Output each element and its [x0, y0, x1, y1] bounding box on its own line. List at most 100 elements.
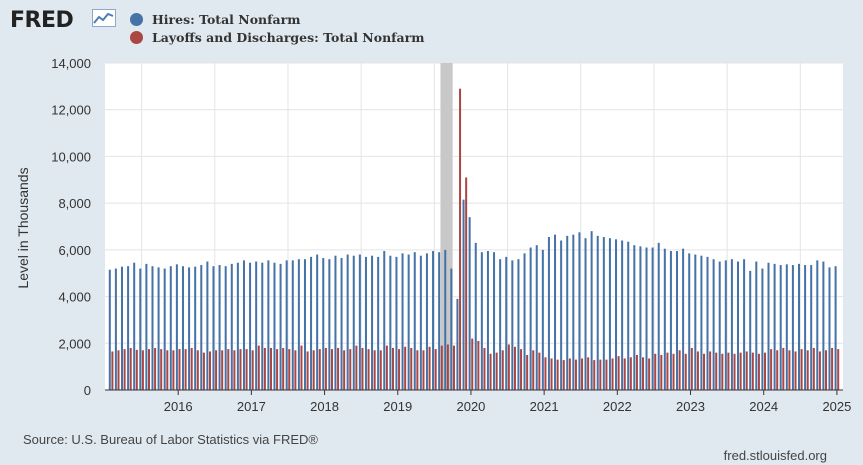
- bar-hires: [145, 263, 148, 390]
- bar-layoffs: [617, 356, 620, 390]
- bar-layoffs: [818, 351, 821, 390]
- bar-hires: [163, 268, 166, 390]
- bar-hires: [797, 263, 801, 390]
- bar-hires: [706, 256, 709, 390]
- bar-layoffs: [428, 346, 431, 390]
- bar-layoffs: [837, 349, 840, 390]
- bar-layoffs: [202, 352, 205, 390]
- bar-layoffs: [745, 351, 748, 390]
- bar-hires: [200, 265, 203, 390]
- bar-layoffs: [263, 347, 266, 390]
- y-tick-label: 12,000: [51, 103, 91, 118]
- bar-hires: [560, 240, 563, 390]
- bar-layoffs: [812, 347, 815, 390]
- bar-hires: [596, 235, 599, 390]
- bar-layoffs: [123, 349, 126, 390]
- bar-layoffs: [349, 349, 352, 390]
- bar-layoffs: [739, 352, 742, 390]
- bar-hires: [602, 237, 605, 390]
- bar-hires: [749, 270, 752, 390]
- bar-hires: [590, 231, 593, 390]
- bar-hires: [249, 262, 252, 390]
- bar-layoffs: [672, 353, 675, 390]
- x-tick-label: 2016: [164, 399, 193, 414]
- bar-layoffs: [379, 350, 382, 390]
- trend-line-icon: [92, 9, 116, 27]
- bar-hires: [334, 255, 337, 390]
- bar-hires: [676, 251, 679, 390]
- recession-band: [440, 63, 453, 390]
- bar-layoffs: [306, 351, 309, 390]
- bar-layoffs: [581, 358, 584, 390]
- bar-layoffs: [300, 345, 303, 390]
- bar-layoffs: [129, 347, 132, 390]
- bar-layoffs: [147, 349, 151, 390]
- fred-url[interactable]: fred.stlouisfed.org: [723, 448, 827, 463]
- bar-hires: [358, 254, 361, 390]
- bar-layoffs: [556, 359, 559, 390]
- bar-hires: [639, 246, 642, 390]
- x-tick-label: 2018: [310, 399, 339, 414]
- bar-layoffs: [733, 353, 736, 390]
- bar-layoffs: [355, 345, 358, 390]
- bar-hires: [261, 262, 264, 390]
- fred-logo[interactable]: FRED: [10, 8, 74, 33]
- bar-layoffs: [489, 353, 492, 390]
- bar-hires: [480, 252, 483, 390]
- bar-hires: [669, 251, 672, 390]
- bar-hires: [346, 254, 349, 390]
- bar-hires: [364, 256, 367, 390]
- bar-layoffs: [593, 360, 596, 390]
- bar-hires: [181, 266, 184, 390]
- bar-layoffs: [269, 347, 272, 390]
- bar-hires: [127, 266, 130, 390]
- bar-hires: [712, 259, 715, 390]
- recession-shading: [440, 63, 453, 390]
- bar-hires: [114, 268, 117, 390]
- bar-hires: [352, 255, 355, 390]
- bar-layoffs: [806, 350, 809, 390]
- y-tick-label: 2,000: [58, 336, 91, 351]
- x-tick-label: 2021: [530, 399, 559, 414]
- bar-hires: [657, 242, 660, 390]
- bar-hires: [694, 254, 697, 390]
- bar-layoffs: [166, 350, 169, 390]
- bar-layoffs: [245, 349, 248, 390]
- bar-layoffs: [312, 350, 315, 390]
- bar-layoffs: [471, 338, 474, 390]
- bar-layoffs: [294, 350, 297, 390]
- bar-hires: [236, 262, 239, 390]
- bar-layoffs: [446, 344, 449, 390]
- bar-hires: [523, 253, 526, 390]
- bar-hires: [499, 259, 502, 390]
- bar-layoffs: [788, 350, 791, 390]
- bar-layoffs: [568, 358, 571, 390]
- bar-layoffs: [330, 349, 333, 390]
- bar-hires: [645, 247, 648, 390]
- bar-hires: [450, 268, 453, 390]
- bar-layoffs: [825, 350, 828, 390]
- bar-layoffs: [337, 347, 340, 390]
- bar-layoffs: [422, 350, 425, 390]
- bar-hires: [834, 266, 837, 390]
- bar-layoffs: [727, 352, 730, 390]
- bar-layoffs: [623, 358, 626, 390]
- bar-hires: [273, 262, 276, 390]
- bar-layoffs: [520, 349, 523, 390]
- bar-layoffs: [117, 350, 120, 390]
- bar-hires: [627, 241, 630, 390]
- bar-hires: [737, 261, 740, 390]
- bar-hires: [133, 262, 136, 390]
- bar-layoffs: [221, 350, 224, 390]
- bar-hires: [682, 248, 685, 390]
- bar-hires: [493, 252, 496, 390]
- bar-hires: [169, 266, 172, 390]
- bar-layoffs: [398, 349, 401, 390]
- bar-layoffs: [660, 354, 663, 390]
- bar-layoffs: [507, 344, 510, 390]
- bar-hires: [316, 254, 319, 390]
- bar-hires: [621, 240, 624, 390]
- bar-hires: [432, 251, 435, 390]
- bar-layoffs: [276, 349, 279, 390]
- bar-layoffs: [703, 353, 706, 390]
